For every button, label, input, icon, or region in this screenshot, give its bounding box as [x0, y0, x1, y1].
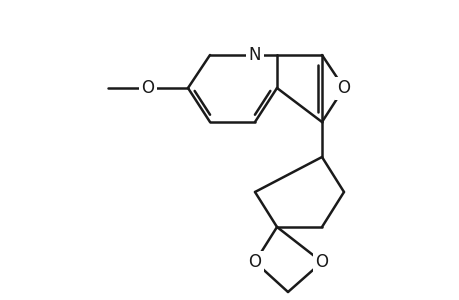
Text: O: O: [141, 79, 154, 97]
Text: O: O: [248, 253, 261, 271]
Text: O: O: [315, 253, 328, 271]
Text: N: N: [248, 46, 261, 64]
Text: O: O: [337, 79, 350, 97]
